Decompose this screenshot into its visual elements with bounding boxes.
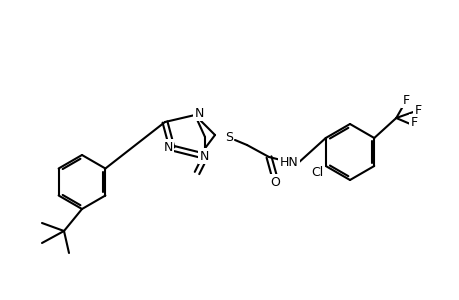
Text: N: N	[199, 149, 208, 163]
Text: F: F	[402, 94, 409, 106]
Text: F: F	[414, 103, 421, 116]
Text: Cl: Cl	[311, 166, 323, 178]
Text: S: S	[224, 130, 233, 143]
Text: N: N	[163, 140, 172, 154]
Text: O: O	[269, 176, 280, 188]
Text: N: N	[194, 106, 203, 119]
Text: HN: HN	[279, 155, 298, 169]
Text: F: F	[410, 116, 417, 128]
